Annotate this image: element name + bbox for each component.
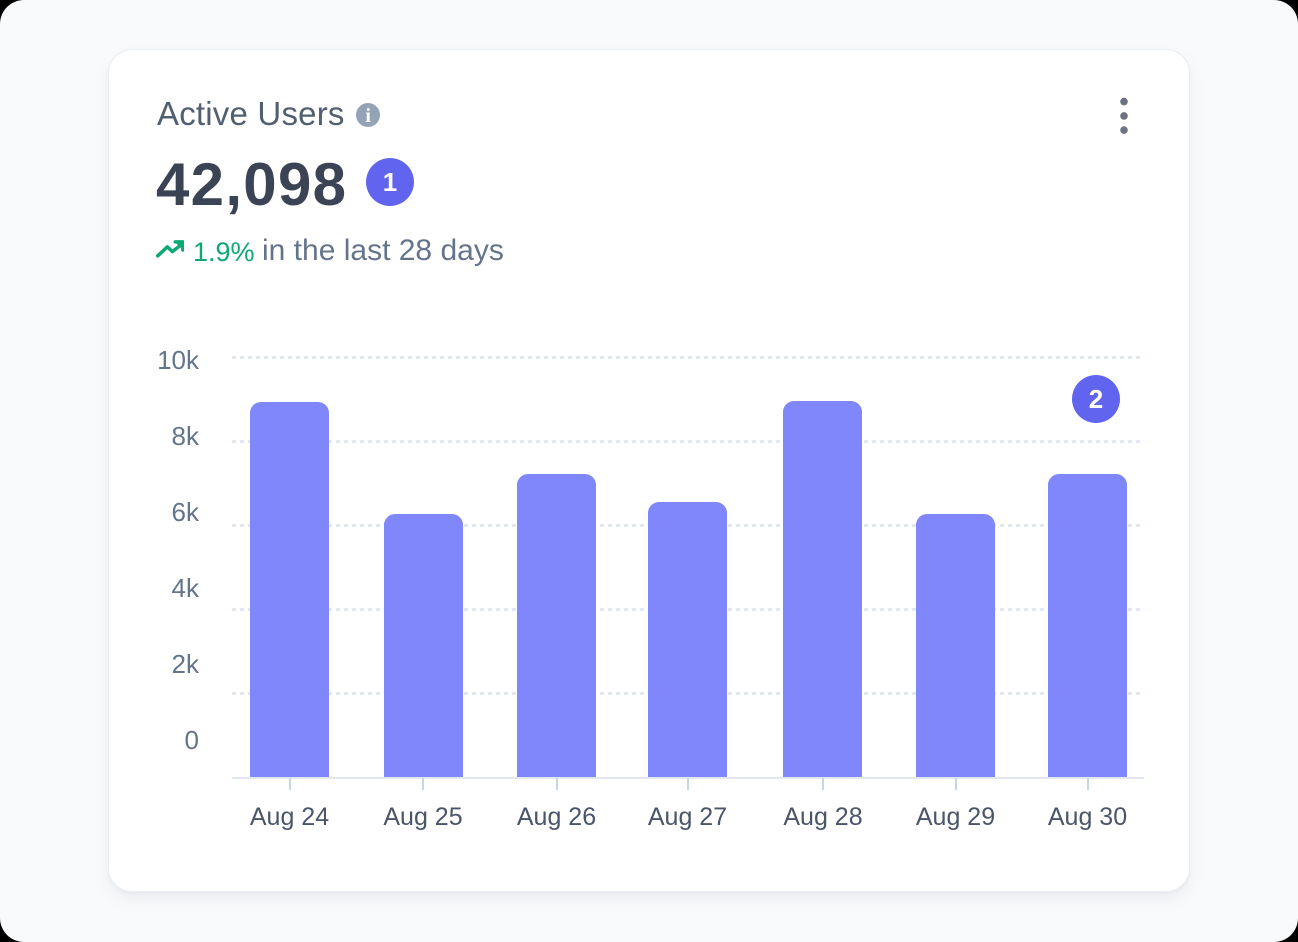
- svg-text:i: i: [365, 105, 371, 127]
